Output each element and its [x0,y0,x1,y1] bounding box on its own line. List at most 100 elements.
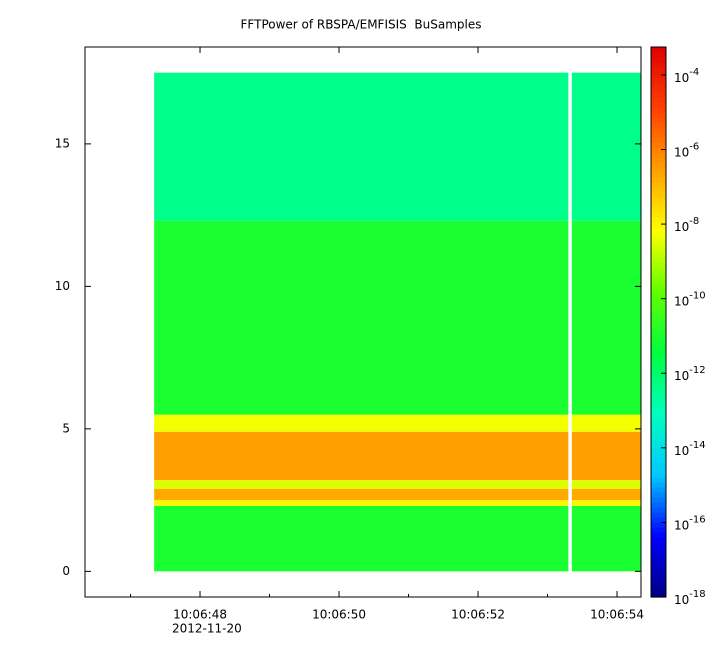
colorbar-segment [651,542,666,548]
colorbar-segment [651,447,666,453]
colorbar-segment [651,397,666,403]
colorbar-segment [651,472,666,478]
cell [571,414,641,432]
colorbar-segment [651,392,666,398]
x-tick-label: 10:06:48 [173,608,227,622]
colorbar-segment [651,382,666,388]
colorbar-segment [651,572,666,578]
colorbar-segment [651,522,666,528]
colorbar-segment [651,512,666,518]
colorbar-segment [651,317,666,323]
cell [154,505,569,572]
tick-exponent: -12 [689,365,705,376]
colorbar-segment [651,127,666,133]
y-tick-label: 5 [62,421,70,435]
colorbar-tick-label: 10-8 [674,216,699,234]
colorbar-segment [651,237,666,243]
colorbar-segment [651,82,666,88]
colorbar-segment [651,587,666,593]
colorbar-segment [651,187,666,193]
colorbar-segment [651,352,666,358]
colorbar-segment [651,72,666,78]
colorbar-segment [651,582,666,588]
y-tick-label: 0 [62,564,70,578]
colorbar-segment [651,107,666,113]
colorbar-segment [651,267,666,273]
date-label: 2012-11-20 [172,622,242,636]
colorbar-segment [651,282,666,288]
colorbar-segment [651,432,666,438]
colorbar-tick-label: 10-6 [674,141,699,159]
colorbar-segment [651,257,666,263]
colorbar-segment [651,362,666,368]
colorbar-segment [651,182,666,188]
cell [571,480,641,489]
colorbar-segment [651,207,666,213]
colorbar-segment [651,482,666,488]
colorbar-segment [651,277,666,283]
colorbar-segment [651,202,666,208]
colorbar-segment [651,577,666,583]
colorbar-segment [651,547,666,553]
colorbar-segment [651,147,666,153]
tick-base: 10 [674,443,689,457]
cell [571,500,641,506]
tick-base: 10 [674,70,689,84]
colorbar-segment [651,497,666,503]
cell [571,220,641,415]
colorbar-segment [651,302,666,308]
colorbar-segment [651,407,666,413]
colorbar-tick-label: 10-16 [674,514,706,532]
colorbar-segment [651,122,666,128]
cell [571,505,641,572]
colorbar-segment [651,402,666,408]
colorbar-segment [651,477,666,483]
x-tick-label: 10:06:52 [451,608,505,622]
colorbar-segment [651,132,666,138]
colorbar-segment [651,322,666,328]
colorbar-segment [651,562,666,568]
colorbar-segment [651,62,666,68]
colorbar-segment [651,102,666,108]
colorbar-segment [651,422,666,428]
cell [154,480,569,489]
cell [154,72,569,221]
cell [571,431,641,481]
colorbar-segment [651,537,666,543]
colorbar-segment [651,292,666,298]
colorbar-segment [651,357,666,363]
colorbar-segment [651,457,666,463]
colorbar-segment [651,57,666,63]
cell [154,431,569,481]
colorbar-segment [651,337,666,343]
colorbar-segment [651,97,666,103]
colorbar-segment [651,242,666,248]
colorbar-segment [651,262,666,268]
colorbar-segment [651,77,666,83]
x-tick-label: 10:06:54 [590,608,644,622]
tick-base: 10 [674,294,689,308]
colorbar-segment [651,162,666,168]
tick-base: 10 [674,220,689,234]
colorbar-segment [651,377,666,383]
colorbar-segment [651,217,666,223]
colorbar-segment [651,492,666,498]
colorbar-segment [651,327,666,333]
colorbar-tick-label: 10-10 [674,291,706,309]
colorbar-segment [651,372,666,378]
colorbar-segment [651,532,666,538]
cell [154,500,569,506]
colorbar-segment [651,272,666,278]
colorbar-segment [651,312,666,318]
colorbar-segment [651,92,666,98]
colorbar-segment [651,172,666,178]
colorbar-segment [651,342,666,348]
colorbar-segment [651,117,666,123]
tick-exponent: -10 [689,291,705,302]
colorbar-segment [651,387,666,393]
colorbar-segment [651,437,666,443]
colorbar-segment [651,557,666,563]
cell [571,488,641,501]
colorbar-segment [651,222,666,228]
colorbar-segment [651,197,666,203]
